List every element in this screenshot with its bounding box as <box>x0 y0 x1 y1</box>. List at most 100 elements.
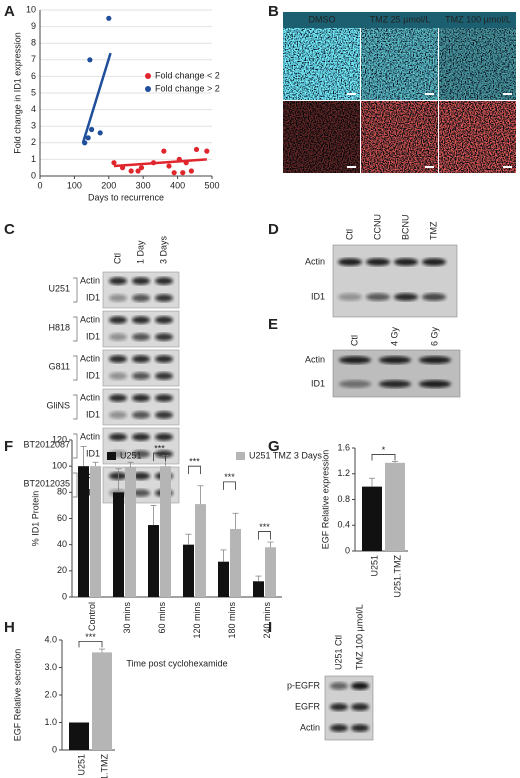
y-tick-label: 6 <box>31 71 36 81</box>
band-label: Actin <box>80 470 100 480</box>
point <box>85 135 91 141</box>
y-tick-label: 3 <box>31 121 36 131</box>
band-label: Actin <box>305 354 325 364</box>
x-axis-label: Time post cyclohexamide <box>126 658 227 668</box>
significance-label: *** <box>85 632 96 642</box>
band <box>155 394 173 402</box>
y-tick-label: 20 <box>57 565 67 575</box>
band <box>109 433 127 441</box>
band <box>155 316 173 324</box>
cell-line: GliNS <box>46 400 70 410</box>
y-tick-label: 4 <box>31 104 36 114</box>
panel-label: F <box>4 438 13 455</box>
point <box>188 168 194 174</box>
y-tick-label: 5 <box>31 87 36 97</box>
legend-label: U251 TMZ 3 Days <box>249 450 322 460</box>
point <box>82 140 88 146</box>
y-tick-label: 9 <box>31 21 36 31</box>
point <box>119 165 126 171</box>
band-label: ID1 <box>86 331 100 341</box>
band <box>338 293 362 301</box>
y-tick-label: 1.0 <box>44 717 57 727</box>
band-label: Actin <box>80 431 100 441</box>
band <box>366 258 390 266</box>
bar <box>69 722 89 750</box>
point <box>135 168 141 174</box>
legend-marker <box>145 86 151 92</box>
significance-bracket <box>371 454 396 461</box>
band <box>109 294 127 302</box>
bar <box>160 466 171 597</box>
band <box>351 703 369 711</box>
point <box>111 160 117 166</box>
bar <box>125 467 136 597</box>
x-tick-label: U251.TMZ <box>99 754 109 778</box>
band-label: Actin <box>80 314 100 324</box>
header-strip <box>283 12 516 28</box>
point <box>138 165 145 171</box>
point <box>176 156 182 162</box>
point <box>150 160 157 166</box>
point <box>87 57 93 63</box>
y-tick-label: 0 <box>52 744 57 754</box>
lane-label: BCNU <box>400 214 410 240</box>
cell-line: H818 <box>48 322 70 332</box>
x-tick-label: 100 <box>67 180 82 190</box>
band-label: Actin <box>80 353 100 363</box>
y-tick-label: 0.8 <box>337 494 350 504</box>
y-tick-label: 7 <box>31 54 36 64</box>
y-tick-label: 2.0 <box>44 689 57 699</box>
x-tick-label: 30 mins <box>122 602 132 634</box>
band <box>132 294 150 302</box>
significance-label: *** <box>259 522 270 532</box>
band-label: ID1 <box>311 378 325 388</box>
band <box>330 703 348 711</box>
band <box>339 356 371 364</box>
x-tick-label: 60 mins <box>157 602 167 634</box>
band <box>339 380 371 388</box>
bracket <box>73 433 78 459</box>
point <box>171 170 177 176</box>
cell-line: G811 <box>49 361 70 371</box>
band <box>109 316 127 324</box>
x-tick-label: U251.TMZ <box>392 555 402 598</box>
y-axis-label: EGF Relative secretion <box>12 649 22 742</box>
column-header: TMZ 25 µmol/L <box>370 14 431 24</box>
significance-label: *** <box>224 472 235 482</box>
x-tick-label: U251 <box>369 555 379 577</box>
band-label: ID1 <box>86 370 100 380</box>
y-tick-label: 100 <box>52 461 67 471</box>
y-axis-label: EGF Relative expression <box>320 450 330 550</box>
red-image <box>283 101 360 173</box>
bar <box>385 462 405 551</box>
band <box>132 472 150 480</box>
y-tick-label: 1.2 <box>337 468 350 478</box>
lane-label: Ctl <box>344 229 354 240</box>
point <box>89 126 95 133</box>
point <box>204 148 210 154</box>
bracket <box>73 394 78 420</box>
panel-label: G <box>268 438 280 455</box>
band <box>155 277 173 285</box>
band-label: ID1 <box>86 292 100 302</box>
band <box>394 258 418 266</box>
y-tick-label: 4.0 <box>44 634 57 644</box>
y-tick-label: 3.0 <box>44 662 57 672</box>
band-label: EGFR <box>295 701 321 711</box>
band-label: ID1 <box>86 409 100 419</box>
y-tick-label: 0 <box>345 545 350 555</box>
band <box>132 333 150 341</box>
significance-bracket <box>153 452 166 462</box>
point <box>166 163 172 169</box>
band <box>330 724 348 732</box>
band <box>379 380 411 388</box>
band <box>132 411 150 419</box>
band-label: ID1 <box>86 448 100 458</box>
cell-line: U251 <box>48 283 70 293</box>
lane-label: Ctl <box>349 335 359 346</box>
bar <box>113 492 124 597</box>
band <box>155 433 173 441</box>
band <box>422 293 446 301</box>
red-image <box>439 101 516 173</box>
